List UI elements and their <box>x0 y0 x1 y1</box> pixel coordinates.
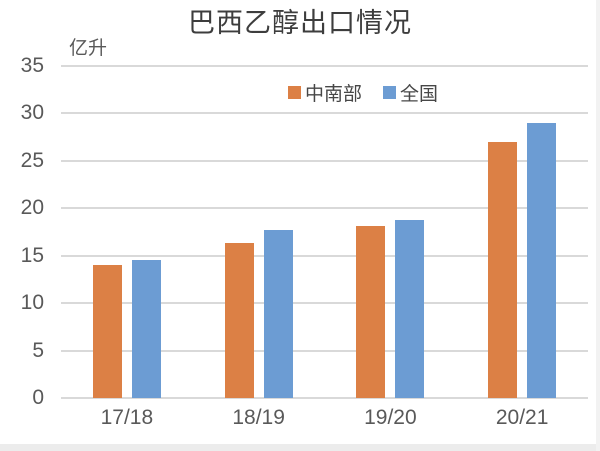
gridline-20 <box>61 207 588 210</box>
gridline-25 <box>61 159 588 162</box>
bar-series0-cat3 <box>488 141 518 398</box>
gridline-5 <box>61 349 588 352</box>
y-tick-label-0: 0 <box>32 386 44 409</box>
y-tick-label-30: 30 <box>20 101 44 125</box>
legend-label: 中南部 <box>305 83 363 105</box>
legend-swatch-icon <box>288 85 301 99</box>
gridline-30 <box>61 112 588 115</box>
y-axis-unit-label: 亿升 <box>69 38 108 59</box>
bar-series0-cat2 <box>356 226 386 398</box>
legend: 中南部 全国 <box>288 80 439 105</box>
bar-series1-cat2 <box>395 219 425 398</box>
bar-series0-cat0 <box>92 265 122 398</box>
y-tick-label-35: 35 <box>20 54 44 77</box>
y-tick-label-10: 10 <box>20 291 44 315</box>
x-tick-label-1: 18/19 <box>232 406 285 429</box>
y-tick-label-20: 20 <box>20 196 44 220</box>
y-tick-label-5: 5 <box>32 338 44 362</box>
legend-label: 全国 <box>400 83 439 105</box>
legend-item-1: 全国 <box>383 80 439 105</box>
bar-series1-cat0 <box>131 260 161 398</box>
gridline-0 <box>61 397 588 399</box>
right-edge-strip <box>596 0 600 451</box>
x-tick-label-0: 17/18 <box>100 406 154 429</box>
legend-swatch-icon <box>383 85 397 99</box>
bar-series1-cat3 <box>527 122 557 398</box>
y-tick-label-15: 15 <box>20 243 44 267</box>
y-tick-label-25: 25 <box>20 148 44 172</box>
bar-series1-cat1 <box>263 230 293 398</box>
gridline-10 <box>61 302 588 305</box>
bar-series0-cat1 <box>224 243 254 398</box>
chart-title: 巴西乙醇出口情况 <box>188 8 412 39</box>
gridline-35 <box>61 65 588 67</box>
x-tick-label-2: 19/20 <box>364 406 417 429</box>
legend-item-0: 中南部 <box>288 80 363 105</box>
gridline-15 <box>61 254 588 257</box>
x-tick-label-3: 20/21 <box>495 406 549 429</box>
bottom-edge-strip <box>0 444 600 451</box>
